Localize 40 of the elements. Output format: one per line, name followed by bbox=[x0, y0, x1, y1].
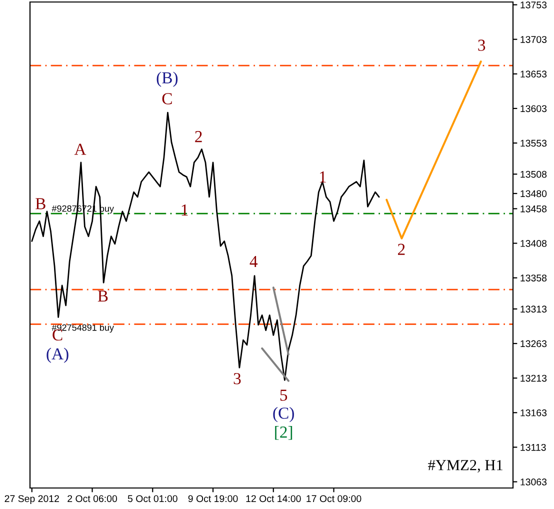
x-tick-label: 2 Oct 06:00 bbox=[68, 495, 118, 502]
y-tick-label: 13163 bbox=[520, 409, 547, 416]
annotation: 3 bbox=[234, 373, 241, 384]
x-tick-label: 9 Oct 19:00 bbox=[188, 495, 238, 502]
y-tick-label: 13653 bbox=[520, 70, 547, 78]
y-tick-label: 13480 bbox=[520, 190, 547, 198]
x-tick-label: 5 Oct 01:00 bbox=[128, 495, 178, 502]
annotation: (C) bbox=[273, 407, 294, 422]
y-tick-label: 13553 bbox=[520, 140, 547, 147]
annotation: C bbox=[52, 329, 62, 341]
annotation: B bbox=[36, 198, 46, 210]
annotation: [2] bbox=[275, 426, 292, 440]
annotation: 1 bbox=[320, 171, 326, 182]
annotation: #YMZ2, H1 bbox=[428, 460, 502, 473]
x-tick-label: 12 Oct 14:00 bbox=[246, 495, 301, 502]
annotation: 5 bbox=[280, 390, 288, 401]
y-tick-label: 13603 bbox=[520, 105, 547, 112]
y-tick-label: 13358 bbox=[520, 274, 547, 282]
y-tick-label: 13263 bbox=[520, 340, 547, 348]
y-tick-label: 13408 bbox=[520, 240, 547, 247]
y-tick-label: 13063 bbox=[520, 478, 547, 486]
x-tick-label: 27 Sep 2012 bbox=[4, 495, 59, 504]
y-tick-label: 13753 bbox=[520, 2, 547, 8]
annotation: (A) bbox=[46, 348, 68, 363]
annotation: 3 bbox=[478, 40, 486, 51]
x-tick-label: 17 Oct 09:00 bbox=[306, 495, 362, 502]
annotation: 1 bbox=[182, 204, 188, 216]
y-tick-label: 13213 bbox=[520, 374, 547, 382]
annotation: 2 bbox=[195, 131, 202, 142]
annotation: 4 bbox=[250, 256, 258, 267]
y-tick-label: 13313 bbox=[520, 306, 547, 313]
annotation: 2 bbox=[398, 244, 405, 255]
y-tick-label: 13113 bbox=[520, 444, 546, 451]
y-tick-label: 13508 bbox=[520, 170, 547, 178]
annotation: B bbox=[98, 290, 108, 302]
annotation: C bbox=[162, 93, 172, 104]
y-tick-label: 13458 bbox=[520, 205, 547, 212]
y-tick-label: 13703 bbox=[520, 36, 547, 43]
annotation: (B) bbox=[156, 72, 178, 87]
annotation: A bbox=[74, 144, 86, 155]
